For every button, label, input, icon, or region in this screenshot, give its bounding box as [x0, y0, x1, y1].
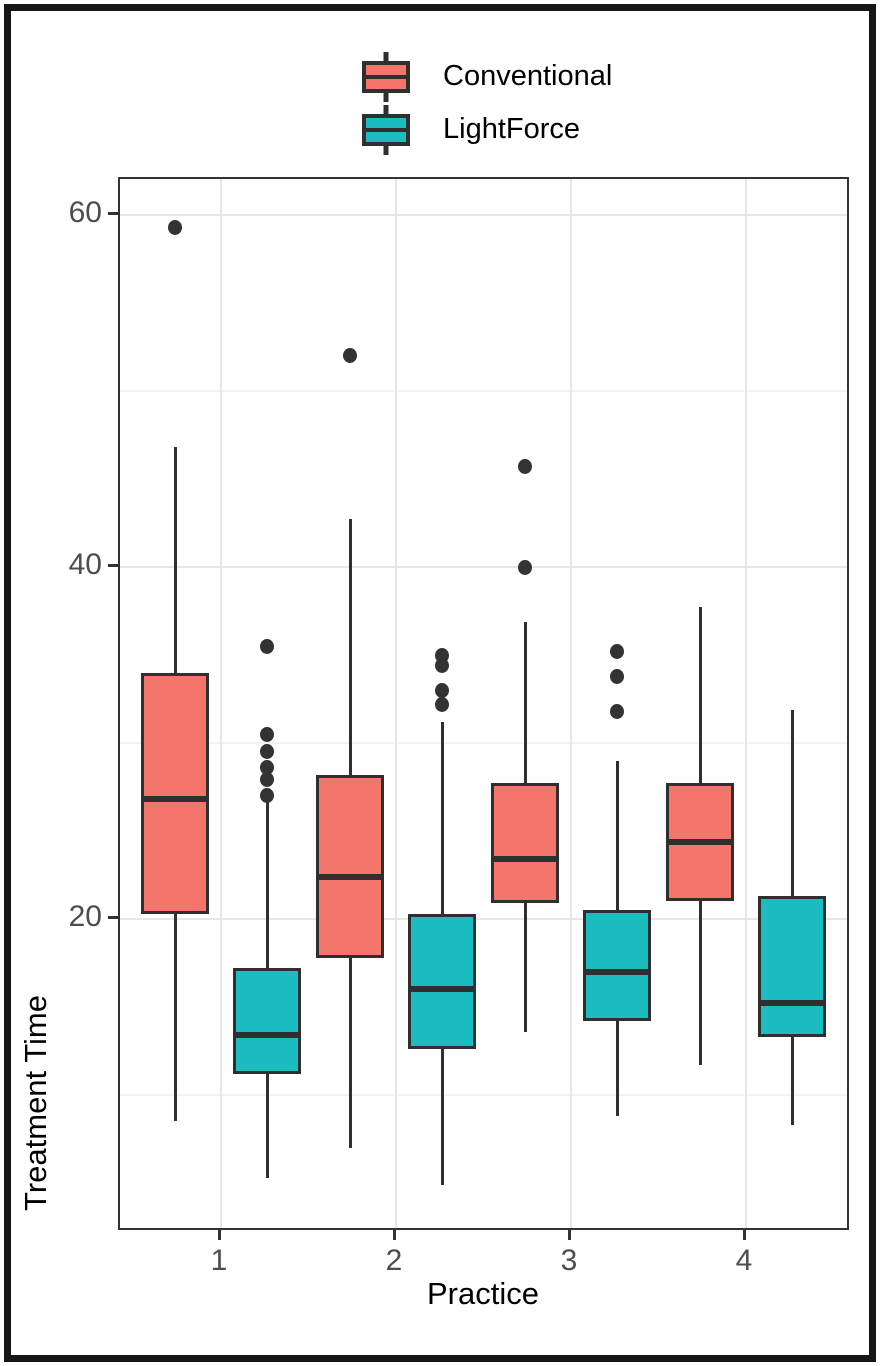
y-tick-mark — [108, 915, 118, 919]
legend: Conventional LightForce — [362, 50, 612, 156]
gridline-x — [395, 179, 397, 1228]
gridline-x — [220, 179, 222, 1228]
outlier-point — [260, 726, 274, 742]
gridline-major-y — [120, 566, 847, 568]
outlier-point — [343, 348, 357, 364]
legend-key-median — [366, 127, 406, 132]
y-tick-label: 20 — [68, 900, 102, 933]
outlier-point — [518, 459, 532, 475]
outlier-point — [435, 696, 449, 712]
boxplot-box-lightforce-practice2 — [408, 913, 476, 1050]
boxplot-box-lightforce-practice1 — [233, 968, 301, 1074]
boxplot-box-conventional-practice2 — [316, 774, 384, 958]
legend-item-conventional: Conventional — [362, 50, 612, 103]
boxplot-key-icon — [362, 104, 410, 155]
median-line — [758, 1000, 826, 1007]
gridline-minor-y — [120, 390, 847, 392]
median-line — [233, 1032, 301, 1039]
outlier-point — [435, 658, 449, 674]
y-tick-label: 60 — [68, 196, 102, 229]
gridline-x — [745, 179, 747, 1228]
median-line — [491, 856, 559, 863]
boxplot-box-conventional-practice3 — [491, 783, 559, 904]
gridline-major-y — [120, 918, 847, 920]
outlier-point — [610, 703, 624, 719]
legend-key-median — [366, 74, 406, 79]
plot-panel — [118, 177, 849, 1230]
x-tick-label: 3 — [560, 1244, 578, 1277]
outlier-point — [610, 668, 624, 684]
gridline-x — [570, 179, 572, 1228]
x-tick-mark — [217, 1230, 221, 1240]
outlier-point — [260, 788, 274, 804]
median-line — [666, 838, 734, 845]
outlier-point — [610, 643, 624, 659]
median-line — [141, 796, 209, 803]
median-line — [408, 986, 476, 993]
gridline-major-y — [120, 214, 847, 216]
outlier-point — [168, 219, 182, 235]
median-line — [583, 968, 651, 975]
median-line — [316, 873, 384, 880]
outlier-point — [260, 760, 274, 776]
x-tick-mark — [742, 1230, 746, 1240]
boxplot-box-conventional-practice1 — [141, 672, 209, 914]
legend-label: Conventional — [443, 60, 613, 92]
outlier-point — [260, 772, 274, 788]
y-tick-label: 40 — [68, 548, 102, 581]
x-tick-label: 1 — [210, 1244, 228, 1277]
boxplot-box-lightforce-practice3 — [583, 910, 651, 1022]
x-axis-title: Practice — [427, 1276, 539, 1311]
x-tick-mark — [392, 1230, 396, 1240]
gridline-minor-y — [120, 742, 847, 744]
boxplot-box-lightforce-practice4 — [758, 896, 826, 1037]
outlier-point — [260, 638, 274, 654]
y-tick-mark — [108, 563, 118, 567]
gridline-minor-y — [120, 1094, 847, 1096]
x-tick-mark — [567, 1230, 571, 1240]
y-tick-mark — [108, 211, 118, 215]
legend-item-lightforce: LightForce — [362, 103, 612, 156]
outlier-point — [518, 559, 532, 575]
legend-label: LightForce — [443, 113, 581, 145]
outlier-point — [260, 744, 274, 760]
x-tick-label: 4 — [735, 1244, 753, 1277]
outlier-point — [435, 682, 449, 698]
x-tick-label: 2 — [385, 1244, 403, 1277]
y-axis-title: Treatment Time — [18, 995, 53, 1211]
boxplot-key-icon — [362, 51, 410, 102]
